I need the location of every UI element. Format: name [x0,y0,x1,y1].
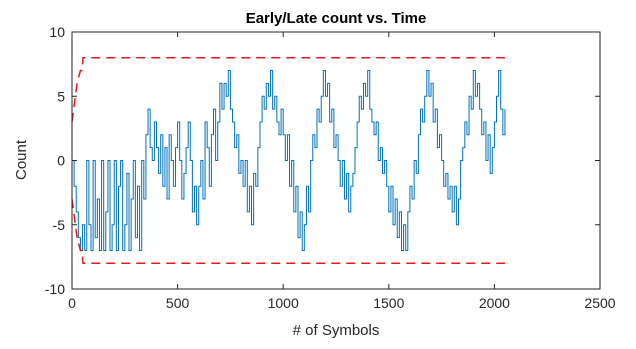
x-axis-label: # of Symbols [293,322,380,339]
y-tick-label: -10 [45,281,65,297]
threshold-series-line-1 [71,56,505,123]
series-layer [71,56,506,265]
threshold-series-line-2 [71,198,505,265]
x-tick-label: 1000 [268,295,299,311]
chart-title: Early/Late count vs. Time [246,10,427,27]
x-tick-label: 1500 [373,295,404,311]
count-series-line [72,70,506,251]
tick-layer: 0 500 1000 1500 2000 2500 -10 -5 0 5 10 [45,24,616,311]
x-tick-label: 2000 [479,295,510,311]
x-tick-label: 2500 [584,295,615,311]
y-tick-label: 10 [49,24,65,40]
x-tick-label: 500 [166,295,190,311]
y-tick-label: 5 [57,88,65,104]
y-axis-label: Count [13,139,30,180]
y-tick-label: -5 [53,217,66,233]
plot-area [72,32,600,289]
x-tick-label: 0 [68,295,76,311]
y-tick-label: 0 [57,153,65,169]
